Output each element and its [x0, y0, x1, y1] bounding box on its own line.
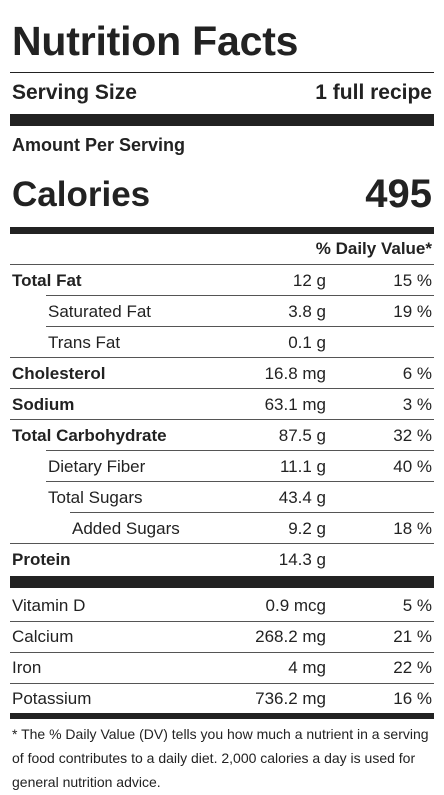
vitamin-row-vitamin-d: Vitamin D 0.9 mcg 5 %	[12, 590, 432, 621]
nutrient-name: Total Sugars	[48, 488, 143, 507]
nutrient-row-total-carbohydrate: Total Carbohydrate 87.5 g 32 %	[12, 420, 432, 451]
nutrient-name: Protein	[12, 550, 71, 569]
nutrient-name: Total Fat	[12, 271, 82, 290]
serving-size-value: 1 full recipe	[315, 81, 432, 104]
calories-value: 495	[365, 172, 432, 216]
vitamin-daily-value: 21 %	[393, 627, 432, 646]
row-separator	[10, 543, 434, 544]
nutrient-daily-value: 6 %	[402, 364, 432, 383]
vitamin-daily-value: 22 %	[393, 658, 432, 677]
vitamin-name: Iron	[12, 658, 42, 677]
nutrient-daily-value: 18 %	[393, 519, 432, 538]
nutrient-row-dietary-fiber: Dietary Fiber 11.1 g 40 %	[12, 451, 432, 482]
nutrient-amount: 87.5 g	[278, 426, 326, 445]
nutrient-daily-value: 19 %	[393, 302, 432, 321]
nutrient-name: Sodium	[12, 395, 75, 414]
vitamin-row-potassium: Potassium 736.2 mg 16 %	[12, 683, 432, 714]
serving-size-row: Serving Size 1 full recipe	[12, 78, 432, 108]
serving-size-label: Serving Size	[12, 81, 137, 104]
nutrient-row-total-fat: Total Fat 12 g 15 %	[12, 265, 432, 296]
nutrient-row-added-sugars: Added Sugars 9.2 g 18 %	[12, 513, 432, 544]
row-separator	[46, 295, 434, 296]
vitamin-name: Potassium	[12, 689, 92, 708]
vitamin-amount: 736.2 mg	[255, 689, 326, 708]
nutrient-daily-value: 40 %	[393, 457, 432, 476]
nutrient-name: Saturated Fat	[48, 302, 152, 321]
nutrient-amount: 9.2 g	[288, 519, 326, 538]
nutrient-row-trans-fat: Trans Fat 0.1 g	[12, 327, 432, 358]
amount-per-serving: Amount Per Serving	[12, 135, 186, 155]
divider-medium	[10, 713, 434, 719]
label-title: Nutrition Facts	[12, 18, 299, 64]
nutrient-row-total-sugars: Total Sugars 43.4 g	[12, 482, 432, 513]
divider-thin	[10, 72, 434, 73]
vitamin-name: Vitamin D	[12, 596, 86, 615]
nutrient-name: Total Carbohydrate	[12, 426, 167, 445]
nutrient-amount: 0.1 g	[288, 333, 326, 352]
nutrient-amount: 43.4 g	[278, 488, 326, 507]
row-separator	[70, 512, 434, 513]
row-separator	[46, 481, 434, 482]
row-separator	[10, 652, 434, 653]
nutrient-daily-value: 32 %	[393, 426, 432, 445]
row-separator	[10, 621, 434, 622]
divider-thick	[10, 114, 434, 126]
nutrient-name: Dietary Fiber	[48, 457, 146, 476]
row-separator	[10, 264, 434, 265]
nutrient-name: Added Sugars	[72, 519, 180, 538]
row-separator	[10, 357, 434, 358]
daily-value-header: % Daily Value*	[315, 239, 432, 258]
calories-label: Calories	[12, 175, 151, 214]
vitamin-amount: 0.9 mcg	[265, 596, 326, 615]
row-separator	[10, 683, 434, 684]
vitamin-amount: 268.2 mg	[255, 627, 326, 646]
nutrient-amount: 63.1 mg	[264, 395, 326, 414]
nutrient-amount: 3.8 g	[288, 302, 326, 321]
nutrient-amount: 11.1 g	[279, 457, 326, 476]
nutrient-name: Cholesterol	[12, 364, 106, 383]
vitamin-row-calcium: Calcium 268.2 mg 21 %	[12, 621, 432, 652]
vitamin-name: Calcium	[12, 627, 74, 646]
divider-thick	[10, 576, 434, 588]
vitamin-daily-value: 16 %	[393, 689, 432, 708]
calories-row: Calories 495	[12, 170, 432, 220]
row-separator	[10, 388, 434, 389]
nutrient-amount: 12 g	[292, 271, 326, 290]
nutrient-name: Trans Fat	[48, 333, 121, 352]
vitamin-amount: 4 mg	[288, 658, 326, 677]
row-separator	[46, 450, 434, 451]
nutrient-daily-value: 15 %	[393, 271, 432, 290]
nutrient-amount: 14.3 g	[278, 550, 326, 569]
nutrient-row-saturated-fat: Saturated Fat 3.8 g 19 %	[12, 296, 432, 327]
nutrient-amount: 16.8 mg	[264, 364, 326, 383]
vitamin-row-iron: Iron 4 mg 22 %	[12, 652, 432, 683]
vitamin-daily-value: 5 %	[402, 596, 432, 615]
nutrient-row-cholesterol: Cholesterol 16.8 mg 6 %	[12, 358, 432, 389]
footnote: * The % Daily Value (DV) tells you how m…	[12, 726, 429, 790]
row-separator	[10, 419, 434, 420]
nutrient-daily-value: 3 %	[402, 395, 432, 414]
divider-medium	[10, 227, 434, 234]
nutrient-row-sodium: Sodium 63.1 mg 3 %	[12, 389, 432, 420]
nutrient-row-protein: Protein 14.3 g	[12, 544, 432, 575]
row-separator	[46, 326, 434, 327]
